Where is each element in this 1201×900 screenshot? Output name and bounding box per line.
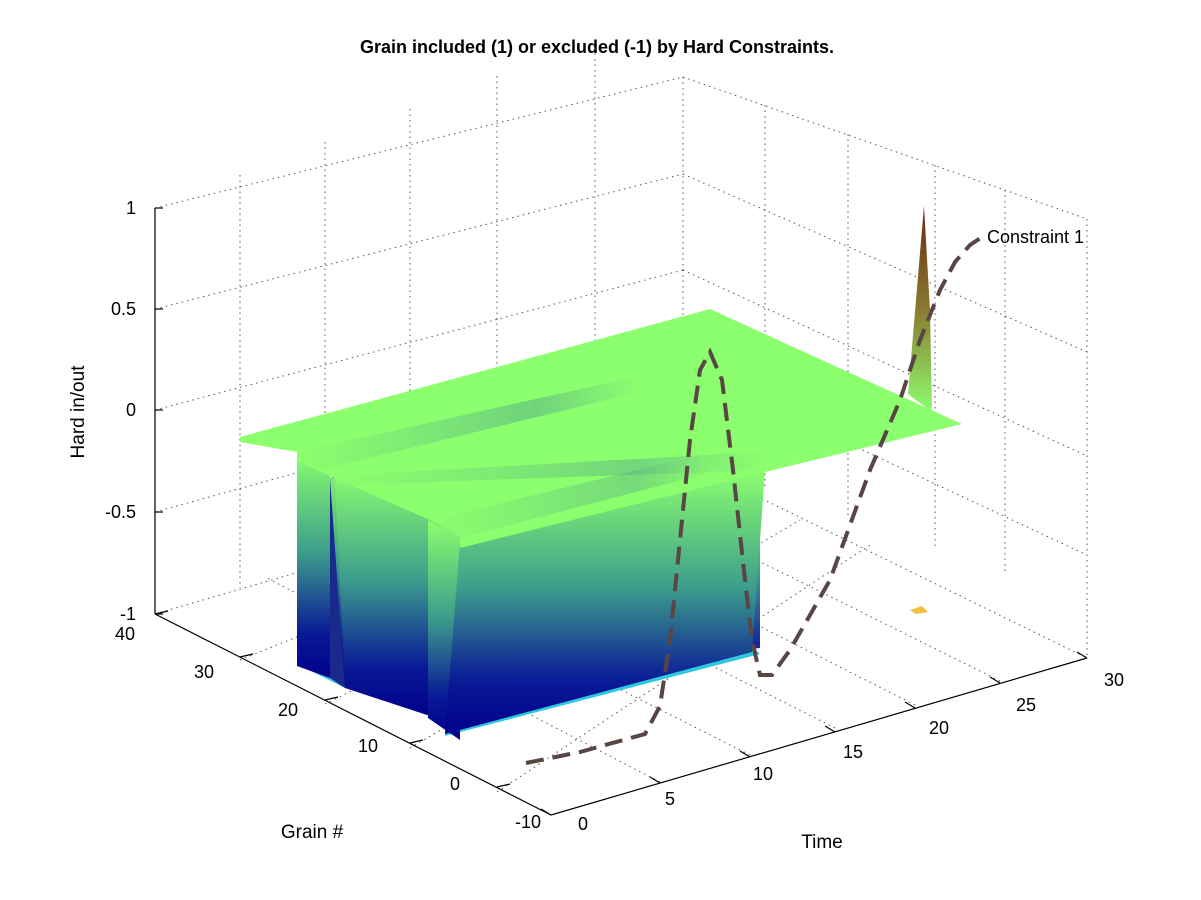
block-2-face — [335, 470, 430, 716]
z-tick: 0.5 — [111, 299, 136, 319]
grain-tick: 10 — [358, 736, 378, 756]
time-tick: 10 — [753, 764, 773, 784]
grain-tick: 30 — [194, 662, 214, 682]
time-tick: 0 — [578, 814, 588, 834]
time-tick-labels: 0 5 10 15 20 25 30 — [578, 670, 1124, 834]
time-tick: 15 — [843, 742, 863, 762]
time-tick: 20 — [929, 718, 949, 738]
peak-floor-mark — [910, 606, 928, 614]
time-tick: 30 — [1104, 670, 1124, 690]
chart-title: Grain included (1) or excluded (-1) by H… — [360, 37, 834, 57]
trough-2 — [330, 452, 768, 485]
top-plane — [240, 309, 962, 548]
grain-tick: 20 — [278, 700, 298, 720]
block-3-main — [445, 470, 765, 734]
trough-1 — [297, 378, 640, 470]
axes — [154, 207, 1088, 816]
block-1-front — [297, 452, 330, 678]
time-axis-label: Time — [801, 832, 843, 853]
z-axis-label: Hard in/out — [68, 365, 89, 459]
z-tick: -1 — [120, 604, 136, 624]
z-tick-labels: 1 0.5 0 -0.5 -1 — [105, 198, 136, 624]
surface — [240, 206, 962, 740]
grain-axis-label: Grain # — [281, 822, 344, 843]
constraint-curve — [525, 233, 987, 765]
time-tick: 5 — [665, 789, 675, 809]
grain-tick: 0 — [450, 774, 460, 794]
peak-spike — [908, 206, 932, 412]
trough-3 — [430, 455, 720, 538]
annotation-label: Constraint 1 — [987, 227, 1084, 247]
z-tick: 0 — [126, 400, 136, 420]
time-tick: 25 — [1016, 695, 1036, 715]
grain-tick-labels: 40 30 20 10 0 -10 — [115, 624, 541, 832]
grain-tick: -10 — [515, 812, 541, 832]
z-tick: -0.5 — [105, 502, 136, 522]
grain-tick: 40 — [115, 624, 135, 644]
z-tick: 1 — [126, 198, 136, 218]
